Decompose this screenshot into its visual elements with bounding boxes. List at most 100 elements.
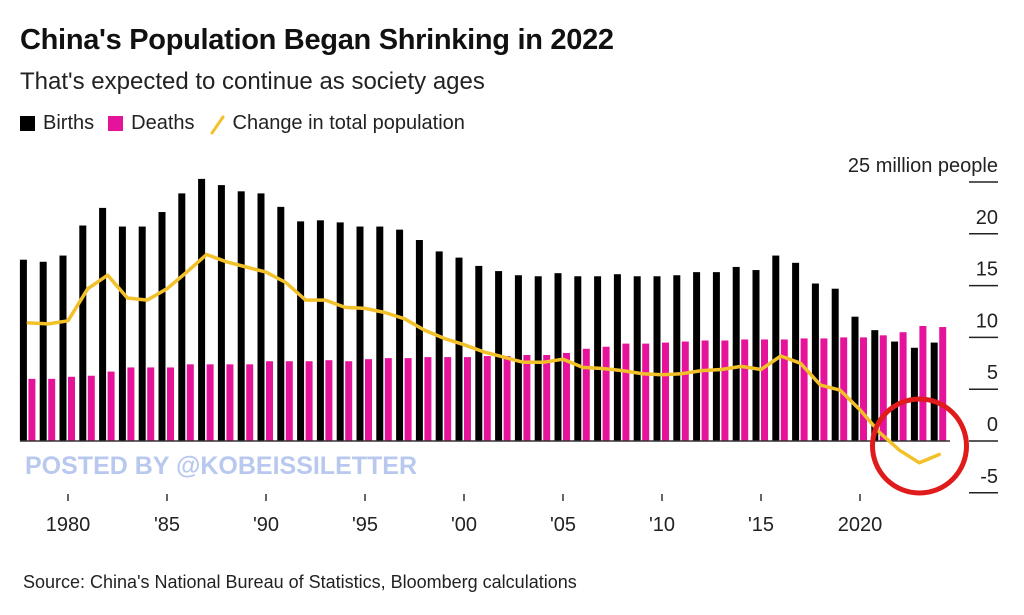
deaths-bar-1991 — [285, 361, 293, 441]
deaths-bar-2007 — [602, 346, 610, 441]
deaths-bar-2002 — [503, 356, 511, 441]
x-tick-label: '95 — [352, 514, 378, 536]
bars-group — [19, 178, 947, 441]
y-tick-label: -5 — [980, 466, 998, 488]
births-bar-2022 — [891, 341, 899, 441]
deaths-bar-2012 — [701, 340, 709, 441]
y-tick-label: 10 — [976, 310, 998, 332]
deaths-bar-1998 — [424, 357, 432, 441]
x-tick-label: '00 — [451, 514, 477, 536]
deaths-bar-1981 — [87, 375, 95, 441]
births-bar-2005 — [554, 273, 562, 441]
births-bar-1996 — [376, 226, 384, 441]
births-bar-2004 — [534, 276, 542, 441]
births-bar-1981 — [79, 225, 87, 441]
births-bar-1986 — [178, 193, 186, 441]
births-bar-1985 — [158, 212, 166, 441]
births-bar-1979 — [39, 261, 47, 441]
births-bar-1994 — [336, 222, 344, 441]
line-swatch-icon — [210, 115, 224, 134]
deaths-swatch-icon — [108, 116, 124, 131]
deaths-bar-2017 — [800, 338, 808, 441]
deaths-bar-1978 — [28, 378, 36, 441]
deaths-bar-1980 — [68, 376, 75, 441]
deaths-bar-1992 — [305, 361, 313, 441]
births-bar-2011 — [673, 275, 681, 441]
legend-label-change: Change in total population — [232, 112, 465, 134]
births-bar-2006 — [574, 276, 582, 441]
births-bar-2019 — [831, 288, 839, 441]
births-bar-1993 — [316, 220, 324, 441]
legend-item-change: Change in total population — [209, 112, 465, 135]
deaths-bar-1995 — [365, 359, 372, 441]
y-tick-label: 0 — [987, 414, 998, 436]
births-bar-1997 — [396, 229, 404, 441]
x-tick-label: '05 — [550, 514, 576, 536]
births-bar-1988 — [217, 185, 225, 441]
x-tick-label: '15 — [748, 514, 774, 536]
deaths-bar-2004 — [543, 355, 551, 441]
chart-title: China's Population Began Shrinking in 20… — [20, 24, 614, 56]
births-bar-1984 — [138, 226, 146, 441]
x-tick-label: 1980 — [46, 514, 91, 536]
y-tick-label: 5 — [987, 362, 998, 384]
deaths-bar-1999 — [444, 357, 452, 441]
x-axis: 1980 '85 '90 '95 '00 '05 '10 '15 2020 — [46, 494, 882, 536]
x-tick-label: '85 — [154, 514, 180, 536]
births-bar-1995 — [356, 226, 364, 441]
births-bar-2009 — [633, 276, 641, 441]
deaths-bar-2003 — [523, 355, 531, 441]
deaths-bar-1994 — [345, 361, 353, 441]
deaths-bar-1997 — [404, 358, 412, 441]
highlight-circle — [870, 396, 969, 496]
births-bar-1980 — [59, 255, 67, 441]
deaths-bar-2013 — [721, 340, 729, 441]
watermark: POSTED BY @KOBEISSILETTER — [25, 452, 417, 480]
births-bar-2000 — [455, 257, 463, 441]
deaths-bar-1989 — [246, 364, 254, 441]
births-bar-1992 — [297, 221, 305, 441]
deaths-bar-2005 — [563, 352, 570, 441]
births-bar-2020 — [851, 316, 859, 441]
x-tick-label: '10 — [649, 514, 675, 536]
deaths-bar-1979 — [48, 378, 56, 441]
births-bar-1987 — [198, 178, 206, 441]
line-series-group — [26, 252, 941, 465]
deaths-bar-1982 — [107, 371, 115, 441]
births-bar-1978 — [19, 259, 27, 441]
deaths-bar-1983 — [127, 367, 135, 441]
births-swatch-icon — [20, 116, 35, 131]
births-bar-1983 — [118, 226, 126, 441]
deaths-bar-2022 — [899, 332, 907, 441]
deaths-bar-1996 — [384, 358, 392, 441]
births-bar-2001 — [475, 265, 483, 441]
legend: Births Deaths Change in total population — [20, 112, 479, 135]
births-bar-2013 — [712, 272, 720, 441]
births-bar-2003 — [514, 275, 522, 441]
deaths-bar-1986 — [186, 364, 194, 441]
deaths-bar-2010 — [662, 342, 669, 441]
x-tick-label: '90 — [253, 514, 279, 536]
deaths-bar-1984 — [147, 367, 155, 441]
births-bar-2014 — [732, 266, 740, 441]
legend-label-deaths: Deaths — [131, 112, 195, 134]
births-bar-1990 — [257, 193, 265, 441]
chart-subtitle: That's expected to continue as society a… — [20, 68, 485, 95]
y-axis: 25 million people 20 15 10 5 0 -5 — [848, 155, 998, 494]
legend-label-births: Births — [43, 112, 95, 134]
births-bar-2024 — [930, 342, 938, 441]
births-bar-2016 — [772, 255, 780, 441]
deaths-bar-2021 — [879, 335, 887, 441]
births-bar-2018 — [811, 283, 819, 441]
births-bar-2017 — [792, 262, 800, 441]
y-tick-label: 25 million people — [848, 155, 998, 177]
deaths-bar-2023 — [919, 326, 927, 441]
legend-item-births: Births — [20, 112, 94, 135]
deaths-bar-2014 — [741, 339, 749, 441]
births-bar-2012 — [693, 272, 701, 441]
deaths-bar-2016 — [780, 339, 788, 441]
deaths-bar-1990 — [266, 361, 273, 441]
births-bar-1989 — [237, 191, 245, 441]
births-bar-2015 — [752, 270, 760, 441]
deaths-bar-1988 — [226, 364, 234, 441]
